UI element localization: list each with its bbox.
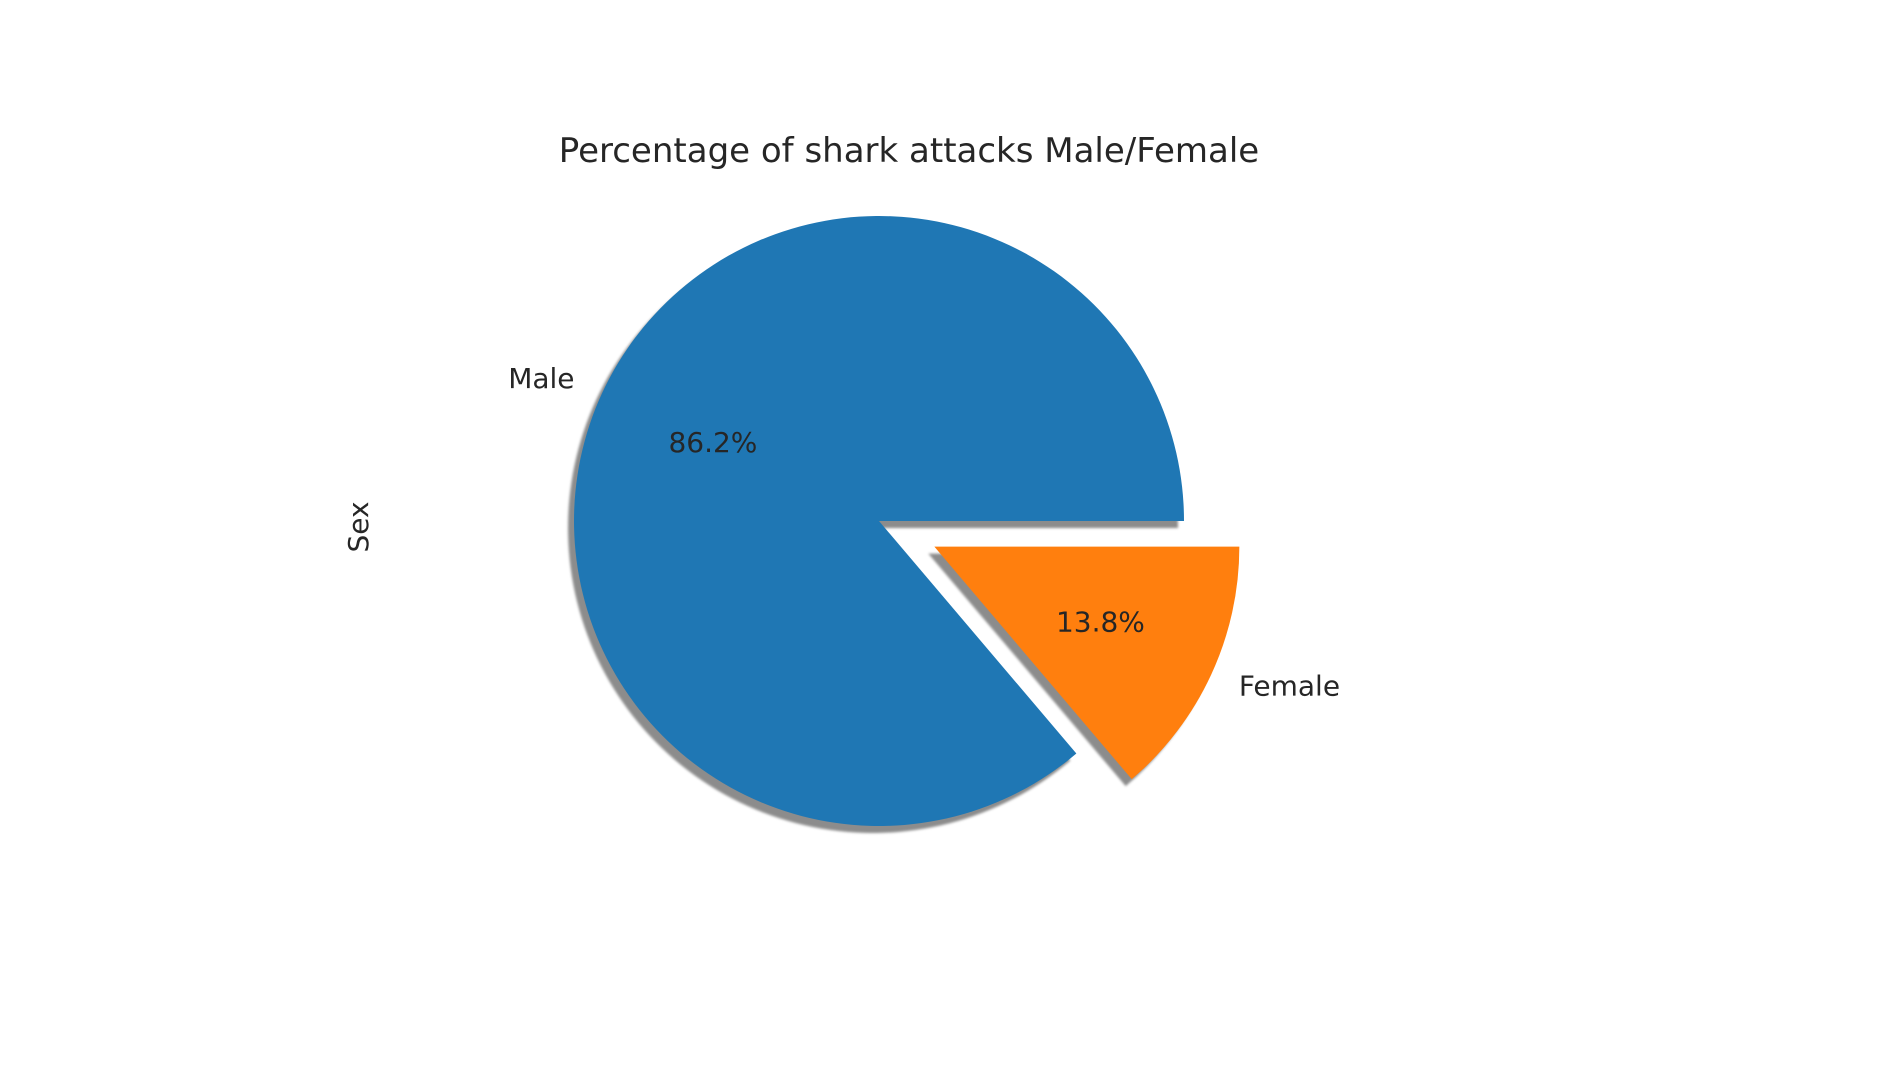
pie-slices xyxy=(574,215,1240,827)
pie-slice-female xyxy=(934,546,1240,780)
chart-title: Percentage of shark attacks Male/Female xyxy=(559,131,1259,171)
slice-label-male: Male xyxy=(508,362,574,395)
y-axis-label: Sex xyxy=(342,501,375,552)
slice-percent-male: 86.2% xyxy=(668,426,757,459)
slice-percent-female: 13.8% xyxy=(1056,606,1145,639)
slice-label-female: Female xyxy=(1239,670,1340,703)
pie-slice-male xyxy=(574,215,1185,827)
slice-labels: Male 86.2% Female 13.8% xyxy=(508,362,1340,703)
